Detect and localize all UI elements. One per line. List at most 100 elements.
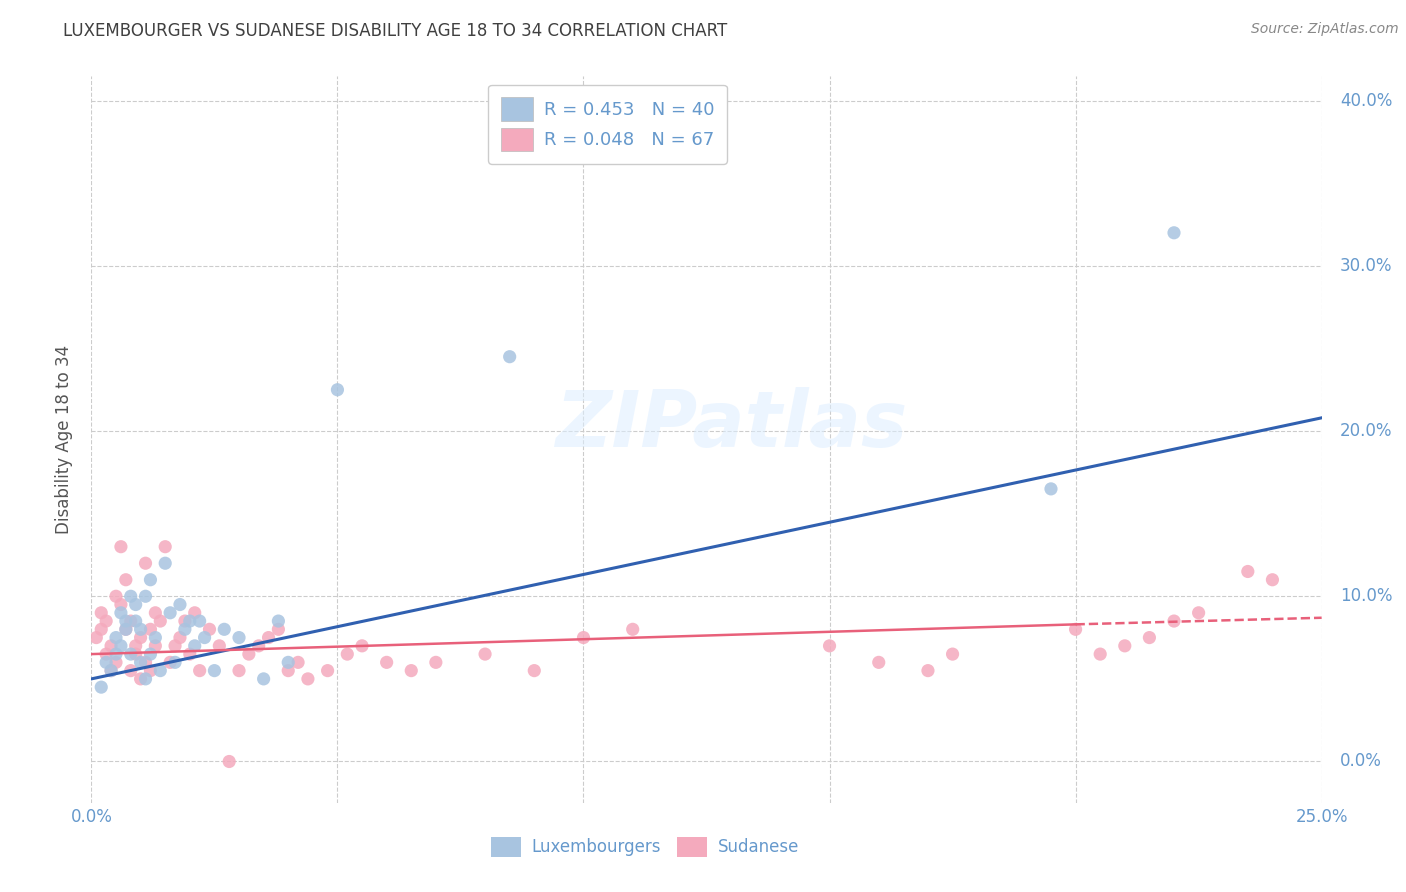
Point <box>96 614 117 628</box>
Point <box>212 623 235 637</box>
Point <box>941 647 963 661</box>
Point <box>326 383 349 397</box>
Point <box>287 656 309 670</box>
Point <box>114 614 138 628</box>
Point <box>120 589 142 603</box>
Point <box>267 623 290 637</box>
Text: 0.0%: 0.0% <box>1340 753 1382 771</box>
Point <box>399 664 422 678</box>
Point <box>297 672 319 686</box>
Point <box>159 656 181 670</box>
Point <box>336 647 359 661</box>
Point <box>139 664 162 678</box>
Point <box>228 631 250 645</box>
Point <box>86 631 108 645</box>
Point <box>90 623 112 637</box>
Point <box>129 623 152 637</box>
Text: 10.0%: 10.0% <box>1340 587 1392 606</box>
Text: 40.0%: 40.0% <box>1340 92 1392 110</box>
Point <box>179 614 201 628</box>
Point <box>202 664 225 678</box>
Point <box>100 639 122 653</box>
Point <box>218 755 240 769</box>
Point <box>316 664 339 678</box>
Point <box>523 664 546 678</box>
Point <box>1139 631 1161 645</box>
Point <box>208 639 231 653</box>
Point <box>228 664 250 678</box>
Point <box>124 639 146 653</box>
Point <box>129 672 152 686</box>
Y-axis label: Disability Age 18 to 34: Disability Age 18 to 34 <box>55 344 73 534</box>
Point <box>174 614 197 628</box>
Point <box>498 350 520 364</box>
Point <box>352 639 374 653</box>
Point <box>135 672 156 686</box>
Text: LUXEMBOURGER VS SUDANESE DISABILITY AGE 18 TO 34 CORRELATION CHART: LUXEMBOURGER VS SUDANESE DISABILITY AGE … <box>63 22 727 40</box>
Text: Source: ZipAtlas.com: Source: ZipAtlas.com <box>1251 22 1399 37</box>
Point <box>110 639 132 653</box>
Point <box>267 614 290 628</box>
Point <box>124 598 146 612</box>
Point <box>120 647 142 661</box>
Point <box>129 656 152 670</box>
Point <box>114 573 138 587</box>
Point <box>105 647 127 661</box>
Point <box>1163 614 1185 628</box>
Point <box>90 680 112 694</box>
Point <box>163 656 186 670</box>
Text: ZIPatlas: ZIPatlas <box>555 387 907 463</box>
Point <box>110 540 132 554</box>
Point <box>1237 565 1260 579</box>
Point <box>1088 647 1111 661</box>
Point <box>96 647 117 661</box>
Legend: Luxembourgers, Sudanese: Luxembourgers, Sudanese <box>485 830 806 863</box>
Point <box>169 598 191 612</box>
Point <box>105 656 127 670</box>
Point <box>174 623 197 637</box>
Point <box>169 631 191 645</box>
Point <box>183 606 207 620</box>
Point <box>145 631 166 645</box>
Point <box>868 656 890 670</box>
Text: 20.0%: 20.0% <box>1340 422 1392 440</box>
Point <box>124 614 146 628</box>
Point <box>139 647 162 661</box>
Point <box>917 664 939 678</box>
Point <box>572 631 595 645</box>
Point <box>105 589 127 603</box>
Point <box>129 631 152 645</box>
Point <box>90 606 112 620</box>
Point <box>135 656 156 670</box>
Point <box>149 664 172 678</box>
Point <box>1163 226 1185 240</box>
Point <box>110 606 132 620</box>
Point <box>114 623 138 637</box>
Point <box>135 556 156 570</box>
Point <box>179 647 201 661</box>
Point <box>100 664 122 678</box>
Point <box>145 606 166 620</box>
Text: 30.0%: 30.0% <box>1340 257 1392 275</box>
Point <box>100 664 122 678</box>
Point <box>238 647 260 661</box>
Point <box>96 656 117 670</box>
Point <box>135 589 156 603</box>
Point <box>120 614 142 628</box>
Point <box>1187 606 1209 620</box>
Point <box>375 656 398 670</box>
Point <box>198 623 221 637</box>
Point <box>257 631 280 645</box>
Point <box>1064 623 1087 637</box>
Point <box>193 631 217 645</box>
Point <box>277 656 299 670</box>
Point <box>110 598 132 612</box>
Point <box>253 672 276 686</box>
Point <box>277 664 299 678</box>
Point <box>105 631 127 645</box>
Point <box>188 614 211 628</box>
Point <box>139 573 162 587</box>
Point <box>621 623 644 637</box>
Point <box>159 606 181 620</box>
Point <box>163 639 186 653</box>
